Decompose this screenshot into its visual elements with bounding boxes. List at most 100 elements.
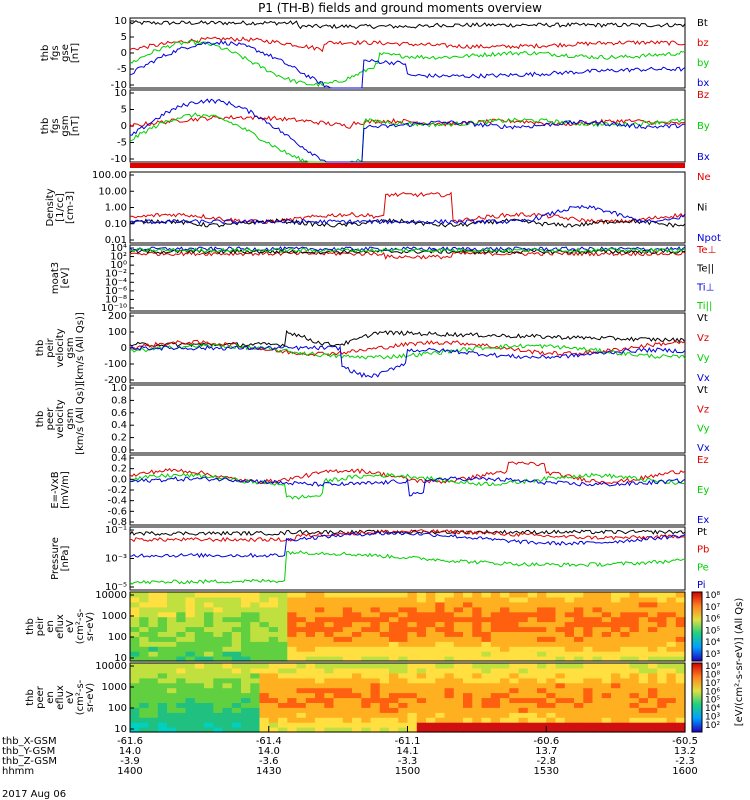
- colorbar-tick: 10⁶: [705, 687, 720, 697]
- spectrogram-cell: [537, 692, 547, 699]
- spectrogram-cell: [611, 592, 621, 598]
- spectrogram-cell: [574, 606, 584, 613]
- spectrogram-cell: [268, 621, 279, 628]
- spectrogram-cell: [527, 611, 538, 618]
- spectrogram-cell: [342, 727, 353, 733]
- spectrogram-cell: [444, 702, 455, 708]
- spectrogram-cell: [527, 692, 538, 699]
- y-tick-label: 5: [121, 105, 127, 116]
- spectrogram-cell: [370, 621, 381, 628]
- spectrogram-cell: [472, 663, 483, 669]
- spectrogram-cell: [352, 592, 362, 598]
- spectrogram-cell: [148, 606, 159, 613]
- spectrogram-cell: [194, 621, 205, 628]
- spectrogram-cell: [259, 626, 270, 632]
- spectrogram-cell: [666, 606, 677, 613]
- spectrogram-cell: [592, 697, 603, 703]
- spectrogram-cell: [426, 663, 436, 669]
- spectrogram-cell: [222, 651, 233, 657]
- spectrogram-cell: [435, 722, 446, 728]
- spectrogram-cell: [657, 641, 668, 647]
- spectrogram-cell: [648, 697, 658, 703]
- spectrogram-cell: [130, 651, 140, 657]
- spectrogram-cell: [204, 596, 214, 603]
- spectrogram-cell: [574, 592, 584, 598]
- spectrogram-cell: [231, 592, 242, 598]
- y-axis-label: thb fgs gse [nT]: [40, 43, 81, 63]
- spectrogram-cell: [176, 717, 187, 723]
- spectrogram-cell: [611, 677, 621, 684]
- spectrogram-cell: [620, 651, 631, 657]
- spectrogram-cell: [333, 687, 344, 694]
- y-tick-label: 0: [121, 48, 127, 59]
- spectrogram-cell: [481, 663, 492, 669]
- spectrogram-cell: [611, 656, 621, 662]
- spectrogram-cell: [139, 601, 150, 608]
- spectrogram-cell: [250, 611, 261, 618]
- spectrogram-cell: [315, 722, 325, 728]
- legend-Ni: Ni: [697, 203, 707, 214]
- spectrogram-cell: [500, 621, 510, 628]
- spectrogram-cell: [509, 672, 520, 679]
- spectrogram-cell: [342, 656, 353, 662]
- series-Ti||: [129, 247, 686, 254]
- spectrogram-cell: [592, 707, 603, 713]
- spectrogram-cell: [564, 677, 575, 684]
- spectrogram-cell: [555, 596, 566, 603]
- spectrogram-cell: [213, 692, 224, 699]
- spectrogram-cell: [194, 722, 205, 728]
- spectrogram-cell: [185, 641, 196, 647]
- spectrogram-cell: [305, 626, 316, 632]
- spectrogram-cell: [648, 601, 658, 608]
- spectrogram-cell: [444, 656, 455, 662]
- spectrogram-cell: [611, 663, 621, 669]
- spectrogram-cell: [231, 663, 242, 669]
- spectrogram-cell: [435, 646, 446, 652]
- spectrogram-cell: [500, 646, 510, 652]
- spectrogram-cell: [574, 672, 584, 679]
- spectrogram-cell: [564, 727, 575, 733]
- spectrogram-cell: [130, 712, 140, 718]
- spectrogram-cell: [472, 677, 483, 684]
- spectrogram-cell: [370, 651, 381, 657]
- spectrogram-cell: [287, 626, 298, 632]
- spectrogram-cell: [176, 611, 187, 618]
- spectrogram-cell: [435, 606, 446, 613]
- spectrogram-cell: [204, 656, 214, 662]
- spectrogram-cell: [287, 592, 298, 598]
- x-row-value: 1600: [672, 766, 697, 777]
- spectrogram-cell: [629, 717, 640, 723]
- spectrogram-cell: [231, 611, 242, 618]
- spectrogram-cell: [167, 621, 177, 628]
- spectrogram-cell: [324, 717, 335, 723]
- spectrogram-cell: [537, 596, 547, 603]
- spectrogram-cell: [620, 601, 631, 608]
- spectrogram-cell: [416, 707, 427, 713]
- spectrogram-cell: [453, 606, 464, 613]
- y-tick-label: 5: [121, 32, 127, 43]
- spectrogram-cell: [287, 692, 298, 699]
- spectrogram-cell: [130, 592, 140, 598]
- spectrogram-cell: [574, 667, 584, 674]
- spectrogram-cell: [620, 616, 631, 623]
- y-label-line: peer: [35, 685, 46, 709]
- spectrogram-cell: [564, 651, 575, 657]
- spectrogram-cell: [194, 702, 205, 708]
- spectrogram-cell: [555, 606, 566, 613]
- spectrogram-cell: [342, 646, 353, 652]
- spectrogram-cell: [333, 606, 344, 613]
- spectrogram-cell: [241, 636, 251, 642]
- spectrogram-cell: [472, 621, 483, 628]
- spectrogram-cell: [130, 687, 140, 694]
- series-Pb: [129, 529, 686, 543]
- spectrogram-cell: [657, 626, 668, 632]
- spectrogram-cell: [342, 717, 353, 723]
- spectrogram-cell: [638, 687, 649, 694]
- spectrogram-cell: [555, 631, 566, 637]
- spectrogram-cell: [139, 667, 150, 674]
- spectrogram-cell: [167, 596, 177, 603]
- spectrogram-cell: [481, 636, 492, 642]
- spectrogram-cell: [213, 606, 224, 613]
- y-tick-label: 10.00: [98, 186, 127, 197]
- spectrogram-cell: [157, 651, 168, 657]
